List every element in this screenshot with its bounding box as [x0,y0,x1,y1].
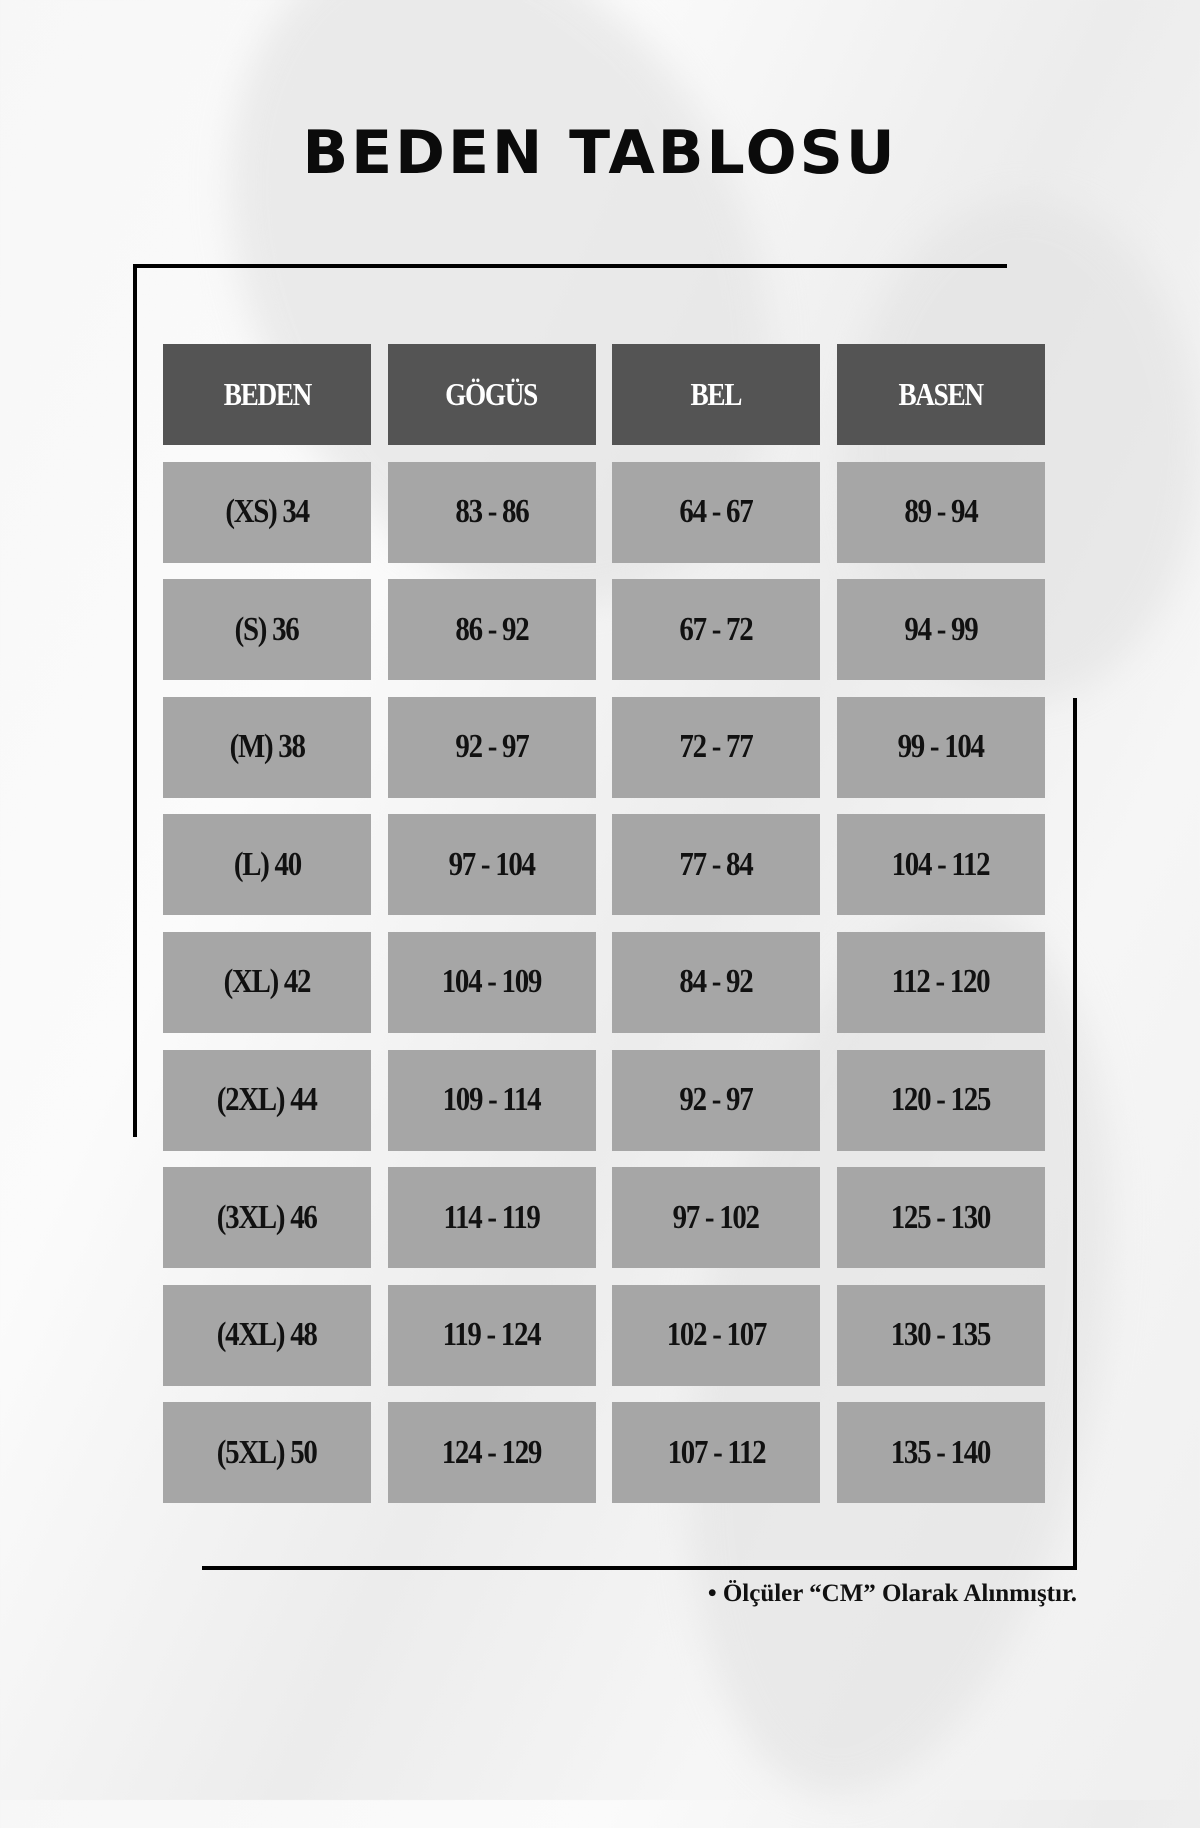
table-cell: (4XL) 48 [163,1284,371,1386]
table-cell: 67 - 72 [612,579,820,681]
table-cell: 102 - 107 [612,1284,820,1386]
table-cell-value: 114 - 119 [443,1198,540,1236]
table-cell: 114 - 119 [387,1167,596,1269]
table-cell: 92 - 97 [612,1049,820,1151]
table-cell-value: 92 - 97 [455,728,529,766]
table-cell: 94 - 99 [836,579,1045,681]
table-cell-value: 72 - 77 [679,728,754,766]
column-header-label: BEDEN [223,376,312,412]
table-cell: 89 - 94 [836,461,1045,563]
table-cell-value: (M) 38 [229,728,305,766]
table-cell-value: 107 - 112 [667,1433,766,1471]
table-cell: 99 - 104 [836,696,1045,798]
table-cell: 109 - 114 [387,1049,596,1151]
frame-right-line [1073,698,1077,1570]
table-cell-value: 135 - 140 [890,1433,992,1471]
table-cell-value: 125 - 130 [890,1198,992,1236]
table-cell: (M) 38 [163,696,371,798]
table-cell-value: 83 - 86 [455,493,529,530]
table-cell: 130 - 135 [836,1284,1045,1386]
column-header: BASEN [836,344,1045,445]
table-cell-value: 99 - 104 [897,728,984,766]
table-cell: (5XL) 50 [163,1402,371,1504]
table-cell-value: 109 - 114 [442,1081,542,1118]
table-cell: 92 - 97 [387,696,596,798]
table-cell: 119 - 124 [387,1284,596,1386]
table-cell: 124 - 129 [387,1402,596,1504]
table-cell: 97 - 102 [612,1167,820,1269]
table-cell-value: 97 - 102 [672,1198,760,1236]
table-cell: 125 - 130 [836,1167,1045,1269]
table-cell-value: (XL) 42 [223,963,312,1001]
table-cell-value: 104 - 112 [891,845,991,883]
footnote: • Ölçüler “CM” Olarak Alınmıştır. [707,1580,1077,1607]
table-cell-value: (S) 36 [235,610,300,648]
frame-bottom-line [202,1566,1077,1570]
table-cell: 86 - 92 [387,579,596,681]
table-cell-value: 112 - 120 [891,963,991,1001]
table-cell: (2XL) 44 [163,1049,371,1151]
table-cell: 77 - 84 [612,814,820,916]
table-cell: 64 - 67 [612,461,820,563]
table-cell-value: 120 - 125 [890,1081,992,1118]
table-cell: 104 - 112 [836,814,1045,916]
table-cell: (L) 40 [163,814,371,916]
table-cell: 120 - 125 [836,1049,1045,1151]
table-cell-value: (4XL) 48 [217,1316,318,1354]
table-cell-value: (3XL) 46 [217,1198,318,1236]
table-cell: 84 - 92 [612,931,820,1033]
table-cell: 83 - 86 [387,461,596,563]
table-cell-value: 102 - 107 [666,1316,767,1354]
table-cell: (XL) 42 [163,931,371,1033]
table-cell: (XS) 34 [163,461,371,563]
table-cell-value: (XS) 34 [225,493,310,530]
table-cell-value: 77 - 84 [679,845,754,883]
table-cell: (3XL) 46 [163,1167,371,1269]
page-title: BEDEN TABLOSU [302,118,898,188]
column-header-label: BASEN [898,376,984,412]
column-header-label: BEL [690,376,743,412]
table-cell-value: 119 - 124 [442,1316,542,1354]
column-header-label: GÖGÜS [445,376,539,412]
table-cell: 97 - 104 [387,814,596,916]
table-cell: 112 - 120 [836,931,1045,1033]
frame-left-line [133,264,137,1137]
table-cell: 107 - 112 [612,1402,820,1504]
frame-top-line [135,264,1007,268]
table-cell: 135 - 140 [836,1402,1045,1504]
table-cell-value: 97 - 104 [448,845,535,883]
table-cell-value: 89 - 94 [904,493,978,530]
table-cell-value: 124 - 129 [441,1433,543,1471]
table-cell-value: 84 - 92 [679,963,754,1001]
table-cell-value: (2XL) 44 [217,1081,318,1118]
column-header: BEDEN [163,344,371,445]
table-cell-value: 130 - 135 [890,1316,992,1354]
table-cell-value: 64 - 67 [679,493,754,530]
table-cell: (S) 36 [163,579,371,681]
table-cell: 72 - 77 [612,696,820,798]
table-cell-value: 104 - 109 [441,963,543,1001]
column-header: GÖGÜS [387,344,596,445]
table-cell-value: 94 - 99 [904,610,978,648]
table-cell-value: (5XL) 50 [217,1433,318,1471]
table-cell-value: (L) 40 [233,845,301,883]
table-cell-value: 86 - 92 [455,610,529,648]
column-header: BEL [612,344,820,445]
table-cell: 104 - 109 [387,931,596,1033]
table-cell-value: 92 - 97 [679,1081,754,1118]
table-cell-value: 67 - 72 [679,610,754,648]
